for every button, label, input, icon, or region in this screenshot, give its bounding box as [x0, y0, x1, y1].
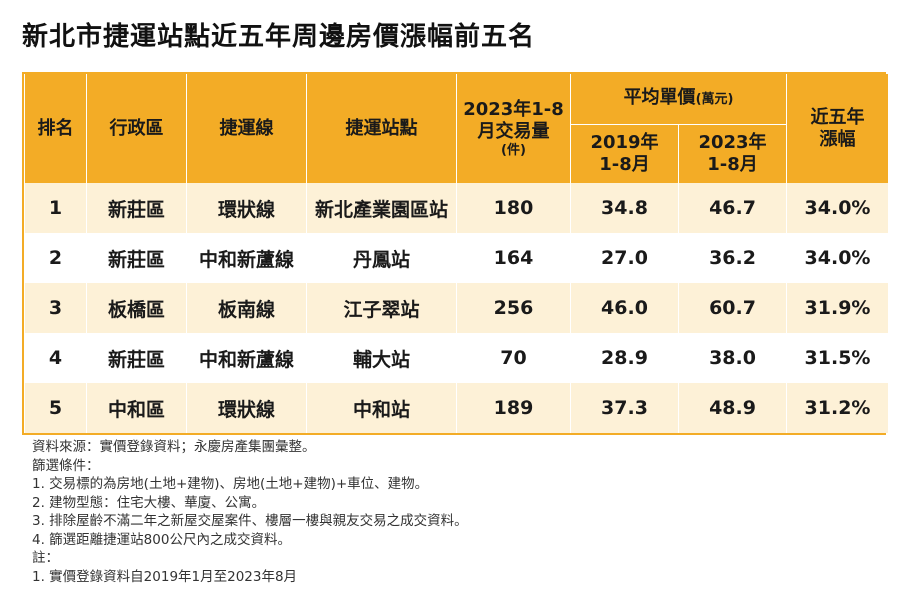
cell-price-2023: 36.2 — [677, 233, 788, 283]
note-criteria-3: 3. 排除屋齡不滿二年之新屋交屋案件、樓層一樓與親友交易之成交資料。 — [32, 513, 468, 529]
cell-station: 丹鳳站 — [306, 233, 457, 283]
note-criteria-1: 1. 交易標的為房地(土地+建物)、房地(土地+建物)+車位、建物。 — [32, 476, 429, 492]
header-volume-unit: (件) — [501, 142, 526, 158]
cell-district: 中和區 — [86, 383, 187, 433]
header-row-top: 排名 行政區 捷運線 捷運站點 2023年1-8 月交易量 (件) 平均單價(萬… — [24, 74, 890, 183]
header-volume-line1: 2023年1-8 — [463, 98, 564, 120]
cell-price-2019: 37.3 — [570, 383, 679, 433]
header-growth-line2: 漲幅 — [819, 128, 856, 150]
cell-rank: 3 — [24, 283, 87, 333]
table-row: 5 中和區 環狀線 中和站 189 37.3 48.9 31.2% — [24, 383, 890, 433]
header-volume: 2023年1-8 月交易量 (件) — [456, 74, 571, 183]
header-row-bottom: 2019年 1-8月 2023年 1-8月 — [25, 124, 889, 183]
page-title: 新北市捷運站點近五年周邊房價漲幅前五名 — [22, 22, 536, 52]
cell-price-2023: 60.7 — [677, 283, 788, 333]
cell-growth: 34.0% — [786, 183, 890, 233]
cell-district: 新莊區 — [86, 333, 187, 383]
cell-rank: 1 — [24, 183, 87, 233]
header-2019: 2019年 1-8月 — [570, 124, 679, 183]
header-rank: 排名 — [24, 74, 87, 183]
cell-growth: 31.5% — [786, 333, 890, 383]
cell-price-2019: 34.8 — [570, 183, 679, 233]
ranking-table-container: 排名 行政區 捷運線 捷運站點 2023年1-8 月交易量 (件) 平均單價(萬… — [22, 72, 890, 435]
header-growth-line1: 近五年 — [810, 106, 865, 128]
cell-volume: 256 — [456, 283, 571, 333]
cell-price-2023: 46.7 — [677, 183, 788, 233]
cell-volume: 189 — [456, 383, 571, 433]
header-2019-line1: 2019年 — [590, 132, 659, 153]
cell-line: 中和新蘆線 — [186, 233, 307, 283]
cell-rank: 2 — [24, 233, 87, 283]
cell-line: 板南線 — [186, 283, 307, 333]
cell-district: 新莊區 — [86, 183, 187, 233]
cell-price-2023: 38.0 — [677, 333, 788, 383]
table-row: 1 新莊區 環狀線 新北產業園區站 180 34.8 46.7 34.0% — [24, 183, 890, 233]
cell-station: 輔大站 — [306, 333, 457, 383]
header-2023: 2023年 1-8月 — [677, 124, 788, 183]
cell-district: 新莊區 — [86, 233, 187, 283]
note-remark-1: 1. 實價登錄資料自2019年1月至2023年8月 — [32, 568, 298, 585]
cell-line: 環狀線 — [186, 383, 307, 433]
header-avg-price-unit: (萬元) — [695, 92, 734, 107]
cell-station: 江子翠站 — [306, 283, 457, 333]
cell-district: 板橋區 — [86, 283, 187, 333]
header-2023-line2: 1-8月 — [707, 154, 758, 175]
cell-volume: 70 — [456, 333, 571, 383]
header-volume-line2: 月交易量 — [477, 120, 550, 142]
table-row: 2 新莊區 中和新蘆線 丹鳳站 164 27.0 36.2 34.0% — [24, 233, 890, 283]
table-row: 4 新莊區 中和新蘆線 輔大站 70 28.9 38.0 31.5% — [24, 333, 890, 383]
footnotes: 資料來源：實價登錄資料；永慶房產集團彙整。 篩選條件： 1. 交易標的為房地(土… — [32, 438, 468, 586]
header-station: 捷運站點 — [306, 74, 457, 183]
cell-price-2023: 48.9 — [677, 383, 788, 433]
cell-growth: 31.2% — [786, 383, 890, 433]
cell-price-2019: 28.9 — [570, 333, 679, 383]
header-2023-line1: 2023年 — [698, 132, 767, 153]
cell-rank: 5 — [24, 383, 87, 433]
note-criteria-heading: 篩選條件： — [32, 457, 100, 474]
cell-volume: 180 — [456, 183, 571, 233]
cell-price-2019: 46.0 — [570, 283, 679, 333]
cell-station: 中和站 — [306, 383, 457, 433]
cell-price-2019: 27.0 — [570, 233, 679, 283]
ranking-table: 排名 行政區 捷運線 捷運站點 2023年1-8 月交易量 (件) 平均單價(萬… — [24, 74, 890, 433]
cell-line: 環狀線 — [186, 183, 307, 233]
cell-rank: 4 — [24, 333, 87, 383]
cell-growth: 31.9% — [786, 283, 890, 333]
cell-station: 新北產業園區站 — [306, 183, 457, 233]
cell-growth: 34.0% — [786, 233, 890, 283]
header-avg-price-label: 平均單價 — [623, 87, 696, 108]
note-remark-heading: 註： — [32, 550, 59, 566]
cell-line: 中和新蘆線 — [186, 333, 307, 383]
note-criteria-4: 4. 篩選距離捷運站800公尺內之成交資料。 — [32, 531, 291, 548]
table-frame: 排名 行政區 捷運線 捷運站點 2023年1-8 月交易量 (件) 平均單價(萬… — [22, 72, 890, 435]
header-avg-price: 平均單價(萬元) — [569, 74, 788, 125]
header-line: 捷運線 — [186, 74, 307, 183]
header-2019-line2: 1-8月 — [599, 154, 650, 175]
note-source: 資料來源：實價登錄資料；永慶房產集團彙整。 — [32, 439, 316, 455]
table-row: 3 板橋區 板南線 江子翠站 256 46.0 60.7 31.9% — [24, 283, 890, 333]
note-criteria-2: 2. 建物型態：住宅大樓、華廈、公寓。 — [32, 494, 266, 511]
header-district: 行政區 — [86, 74, 187, 183]
header-growth: 近五年 漲幅 — [786, 74, 890, 183]
cell-volume: 164 — [456, 233, 571, 283]
